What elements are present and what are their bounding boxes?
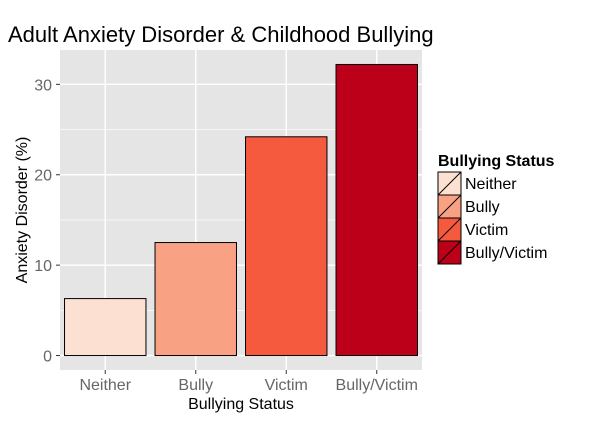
legend-key-slash bbox=[437, 194, 462, 219]
legend-label: Bully bbox=[465, 199, 500, 216]
legend-key-slash bbox=[437, 171, 462, 196]
chart-title: Adult Anxiety Disorder & Childhood Bully… bbox=[8, 22, 434, 47]
x-tick-label: Victim bbox=[265, 377, 308, 394]
legend: Neither Bully Victim Bully/Victim bbox=[437, 171, 547, 265]
legend-label: Neither bbox=[465, 176, 517, 193]
legend-label: Victim bbox=[465, 222, 508, 239]
x-tick-label: Neither bbox=[79, 377, 131, 394]
bar-victim bbox=[245, 136, 328, 357]
x-tick-label: Bully bbox=[178, 377, 213, 394]
y-tick-label: 20 bbox=[34, 168, 52, 185]
y-tick-label: 10 bbox=[34, 258, 52, 275]
legend-key-slash bbox=[437, 217, 462, 242]
bar-bully bbox=[154, 242, 237, 357]
x-axis-ticks: Neither Bully Victim Bully/Victim bbox=[79, 370, 418, 394]
y-axis-title: Anxiety Disorder (%) bbox=[14, 137, 31, 284]
bar-bully-victim bbox=[335, 63, 418, 357]
legend-label: Bully/Victim bbox=[465, 245, 547, 262]
legend-title: Bullying Status bbox=[438, 153, 555, 170]
x-tick-label: Bully/Victim bbox=[336, 377, 418, 394]
y-axis-ticks: 0 10 20 30 bbox=[34, 77, 60, 366]
legend-key-slash bbox=[437, 240, 462, 265]
y-tick-label: 0 bbox=[43, 349, 52, 366]
bar-neither bbox=[64, 298, 147, 357]
y-tick-label: 30 bbox=[34, 77, 52, 94]
bars bbox=[64, 63, 418, 357]
x-axis-title: Bullying Status bbox=[188, 396, 294, 413]
